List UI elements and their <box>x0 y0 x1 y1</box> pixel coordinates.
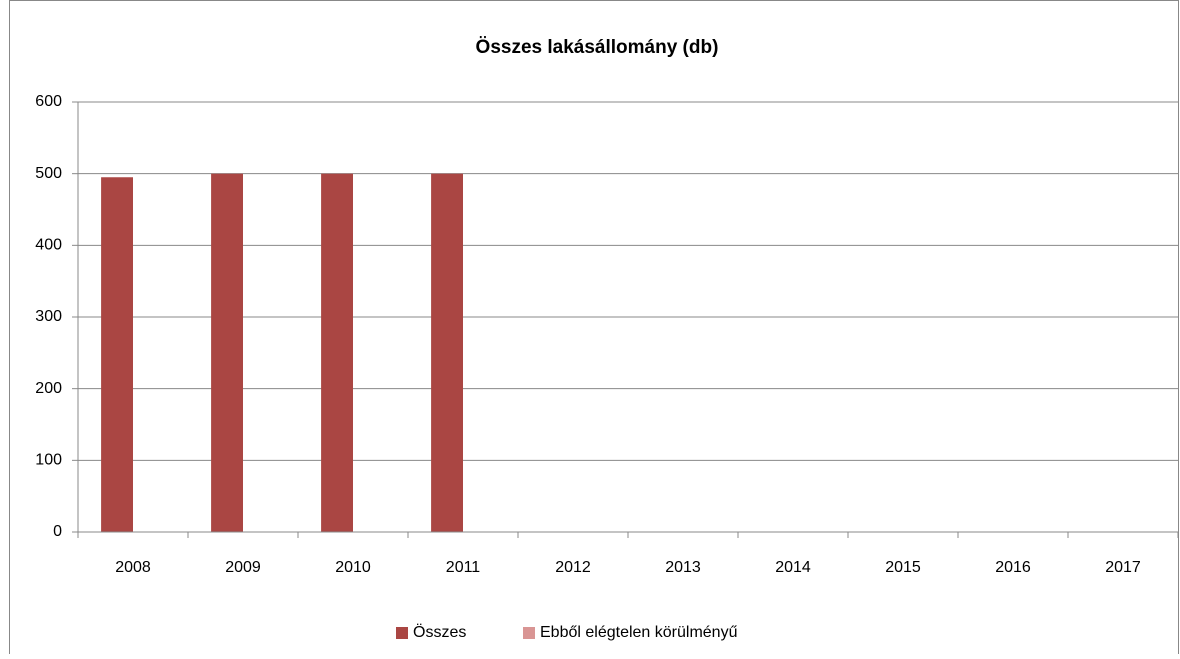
legend-swatch <box>396 627 408 639</box>
x-tick-label: 2011 <box>446 559 481 576</box>
legend-label: Összes <box>413 623 466 641</box>
x-tick-label: 2008 <box>115 559 151 576</box>
y-tick-label: 0 <box>53 523 62 540</box>
y-tick-label: 200 <box>35 380 62 397</box>
x-tick-label: 2009 <box>225 559 261 576</box>
bar <box>431 173 463 532</box>
bar <box>101 177 133 532</box>
bar <box>211 173 243 532</box>
y-tick-label: 300 <box>35 308 62 325</box>
x-tick-label: 2015 <box>885 559 921 576</box>
y-tick-label: 500 <box>35 165 62 182</box>
legend-label: Ebből elégtelen körülményű <box>540 624 738 641</box>
bar <box>321 173 353 532</box>
y-tick-label: 600 <box>35 93 62 110</box>
x-tick-label: 2016 <box>995 559 1031 576</box>
y-tick-label: 400 <box>35 237 62 254</box>
x-tick-label: 2010 <box>335 559 371 576</box>
legend-swatch <box>523 627 535 639</box>
x-tick-label: 2012 <box>555 559 591 576</box>
x-tick-label: 2013 <box>665 559 701 576</box>
chart-border <box>9 0 1179 659</box>
y-tick-label: 100 <box>35 452 62 469</box>
x-tick-label: 2017 <box>1105 559 1141 576</box>
x-tick-label: 2014 <box>775 559 811 576</box>
chart-title: Összes lakásállomány (db) <box>476 37 719 58</box>
